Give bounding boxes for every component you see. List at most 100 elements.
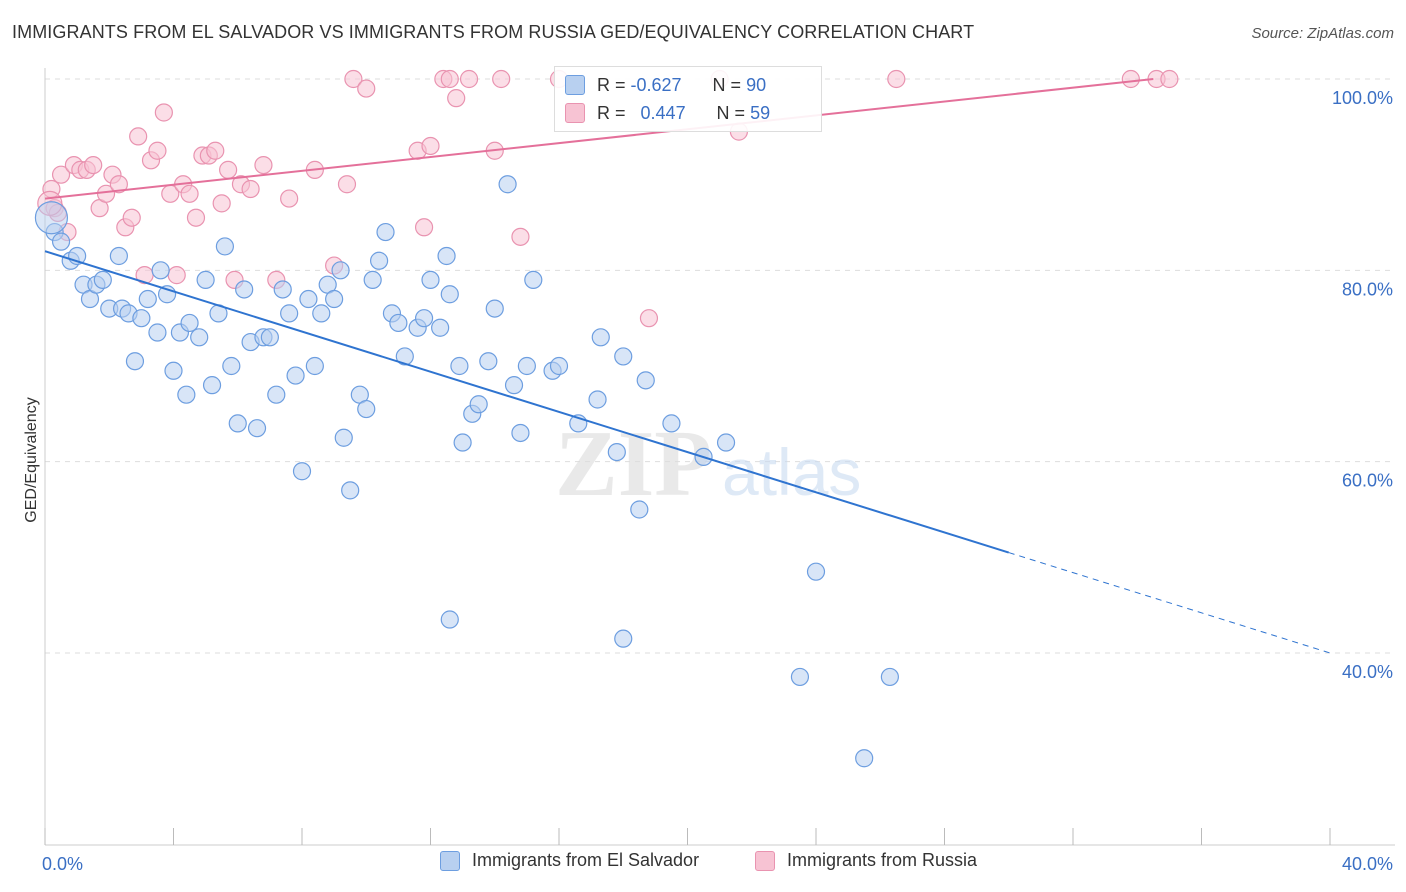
stats-r-label: R = xyxy=(597,102,626,123)
russia-point xyxy=(414,218,434,237)
stats-r-value: -0.627 xyxy=(630,74,682,95)
russia-point xyxy=(206,141,225,160)
el-salvador-point xyxy=(151,261,170,280)
el-salvador-point xyxy=(109,246,128,266)
el-salvador-point xyxy=(177,385,196,404)
el-salvador-point xyxy=(662,414,681,433)
el-salvador-point xyxy=(286,366,305,385)
el-salvador-point xyxy=(312,304,331,323)
y-tick-label: 100.0% xyxy=(1332,88,1393,108)
russia-point xyxy=(344,69,363,89)
russia-point xyxy=(254,156,273,175)
stats-n-value: 59 xyxy=(750,102,771,123)
russia-point xyxy=(212,194,231,213)
legend-swatch-blue xyxy=(440,850,460,871)
russia-point xyxy=(167,266,186,285)
el-salvador-point xyxy=(511,423,530,443)
legend-item-el-salvador: Immigrants from El Salvador xyxy=(440,850,699,871)
el-salvador-point xyxy=(93,270,112,289)
stats-r-label: R = xyxy=(597,74,626,95)
el-salvador-point xyxy=(716,433,736,452)
stats-legend: R = -0.627 N = 90 R = 0.447 N = 59 xyxy=(554,66,822,132)
el-salvador-point xyxy=(498,175,517,194)
chart-source: Source: ZipAtlas.com xyxy=(1251,25,1394,42)
el-salvador-point xyxy=(125,352,145,371)
russia-point xyxy=(51,165,71,184)
el-salvador-point xyxy=(880,667,899,687)
el-salvador-point xyxy=(614,629,633,648)
axes xyxy=(44,68,1395,846)
grid-lines xyxy=(45,78,1395,654)
legend-swatch-pink xyxy=(755,850,775,871)
el-salvador-point xyxy=(469,395,488,414)
el-salvador-point xyxy=(305,356,324,376)
el-salvador-point xyxy=(260,328,279,347)
x-tick-label: 40.0% xyxy=(1342,854,1393,874)
el-salvador-point xyxy=(292,462,312,481)
el-salvador-trend-extension xyxy=(1008,552,1331,654)
russia-point xyxy=(357,79,376,98)
russia-point xyxy=(219,160,238,179)
el-salvador-point xyxy=(395,347,414,366)
russia-trend-line xyxy=(44,78,1154,200)
el-salvador-point xyxy=(431,318,450,337)
el-salvador-point xyxy=(370,251,389,270)
legend-label-el-salvador: Immigrants from El Salvador xyxy=(472,850,700,870)
el-salvador-point xyxy=(334,428,353,447)
el-salvador-point xyxy=(376,222,395,242)
stats-row-russia: R = 0.447 N = 59 xyxy=(565,99,770,127)
russia-point xyxy=(492,69,511,89)
el-salvador-point xyxy=(228,414,247,433)
el-salvador-point xyxy=(630,500,649,519)
el-salvador-point xyxy=(363,270,382,289)
watermark-atlas: atlas xyxy=(722,435,861,509)
el-salvador-point xyxy=(273,280,292,299)
el-salvador-point xyxy=(202,376,222,395)
stats-n-label: N = xyxy=(716,102,746,123)
tick-labels: 40.0% 60.0% 80.0% 100.0% 0.0% 40.0% xyxy=(42,88,1393,874)
y-tick-label: 40.0% xyxy=(1342,662,1393,682)
legend-item-russia: Immigrants from Russia xyxy=(755,850,977,871)
russia-point xyxy=(122,208,141,227)
el-salvador-point xyxy=(215,237,234,256)
el-salvador-point xyxy=(267,385,286,404)
russia-point xyxy=(440,69,459,89)
el-salvador-point xyxy=(357,399,376,419)
russia-point xyxy=(129,127,148,146)
el-salvador-point xyxy=(437,246,456,266)
russia-point xyxy=(421,136,440,156)
el-salvador-point xyxy=(517,356,536,376)
russia-point xyxy=(1160,69,1179,89)
russia-point xyxy=(887,69,906,89)
el-salvador-point xyxy=(479,352,498,371)
el-salvador-point xyxy=(588,390,607,409)
russia-point xyxy=(186,208,206,227)
stats-swatch-blue xyxy=(565,75,585,95)
el-salvador-point xyxy=(450,356,469,376)
russia-point xyxy=(337,175,357,194)
el-salvador-point xyxy=(440,610,459,629)
x-tick-label: 0.0% xyxy=(42,854,83,874)
el-salvador-point xyxy=(790,667,810,687)
el-salvador-point xyxy=(325,289,344,309)
stats-n-label: N = xyxy=(712,74,742,95)
el-salvador-point xyxy=(247,419,267,438)
y-tick-label: 60.0% xyxy=(1342,471,1393,491)
el-salvador-point xyxy=(421,270,440,289)
el-salvador-point xyxy=(331,261,350,280)
y-tick-label: 80.0% xyxy=(1342,279,1393,299)
el-salvador-point xyxy=(504,376,524,395)
chart-title: IMMIGRANTS FROM EL SALVADOR VS IMMIGRANT… xyxy=(12,22,975,42)
russia-point xyxy=(1121,69,1140,89)
russia-point xyxy=(511,227,530,246)
el-salvador-point xyxy=(636,371,655,390)
russia-point xyxy=(241,179,260,199)
stats-swatch-pink xyxy=(565,103,585,123)
y-axis-label: GED/Equivalency xyxy=(23,397,40,523)
stats-row-el-salvador: R = -0.627 N = 90 xyxy=(565,71,766,99)
el-salvador-point xyxy=(132,309,151,328)
el-salvador-point xyxy=(299,289,318,309)
el-salvador-point xyxy=(806,562,826,581)
el-salvador-point xyxy=(196,270,215,289)
